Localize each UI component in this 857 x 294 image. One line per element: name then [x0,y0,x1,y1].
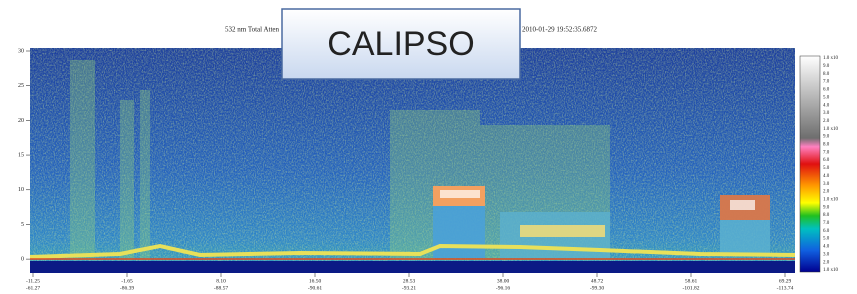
x-tick-label: -88.57 [214,285,228,291]
y-tick-label: 20 [18,118,24,124]
x-tick-label: -1.65 [121,278,133,284]
colorbar-label: 7.0 [823,221,830,226]
y-axis: 0 5 10 15 20 25 30 [18,48,30,262]
colorbar-label: 9.0 [823,135,830,140]
colorbar-label: 7.0 [823,150,830,155]
x-tick-label: 28.53 [403,278,416,284]
plot-area [30,48,795,273]
colorbar-label: 8.0 [823,213,830,218]
y-tick-label: 15 [18,152,24,158]
title-left: 532 nm Total Atten [225,26,280,34]
colorbar-label: 9.0 [823,205,830,210]
x-tick-label: -101.82 [683,285,700,291]
overlay-label: CALIPSO [327,25,474,63]
x-tick-label: 69.29 [779,278,792,284]
colorbar-label: 6.0 [823,229,830,234]
colorbar [800,56,820,272]
x-tick-label: 58.61 [685,278,698,284]
colorbar-label: 2.0 [823,119,830,124]
x-tick-label: -86.39 [120,285,134,291]
colorbar-label: 3.0 [823,252,830,257]
x-tick-label: -11.25 [26,278,40,284]
colorbar-label: 2.0 [823,260,830,265]
colorbar-label: 3.0 [823,111,830,116]
x-tick-label: -99.30 [590,285,604,291]
title-right: 2010-01-29 19:52:35.6872 [522,26,598,34]
colorbar-label: 4.0 [823,174,830,179]
colorbar-label: 2.0 [823,190,830,195]
figure: 0 5 10 15 20 25 30 -11.25-61.27 -1.65-86.39 8.10… [0,0,857,294]
below-surface [30,261,795,273]
x-tick-label: -113.74 [777,285,794,291]
colorbar-label: 5.0 [823,237,830,242]
colorbar-label: 1.0 x10 [823,268,839,273]
x-tick-label: 16.50 [309,278,322,284]
colorbar-label: 5.0 [823,95,830,100]
colorbar-label: 5.0 [823,166,830,171]
colorbar-label: 1.0 x10 [823,56,839,61]
y-tick-label: 30 [18,48,24,54]
x-tick-label: -96.16 [496,285,510,291]
x-tick-label: -90.61 [308,285,322,291]
x-tick-label: 8.10 [216,278,226,284]
x-tick-label: -61.27 [26,285,40,291]
y-tick-label: 0 [21,257,24,263]
colorbar-label: 6.0 [823,158,830,163]
colorbar-label: 4.0 [823,245,830,250]
y-tick-label: 5 [21,222,24,228]
colorbar-labels: 1.0 x10 9.0 8.0 7.0 6.0 5.0 4.0 3.0 2.0 1.0 x10 9.… [823,56,839,273]
colorbar-label: 8.0 [823,72,830,77]
y-tick-label: 10 [18,187,24,193]
colorbar-label: 3.0 [823,182,830,187]
colorbar-label: 9.0 [823,64,830,69]
x-axis: -11.25-61.27-1.65-86.398.10-88.5716.50-9… [26,273,794,291]
page: 0 5 10 15 20 25 30 -11.25-61.27 -1.65-86.39 8.10… [0,0,857,294]
colorbar-label: 4.0 [823,103,830,108]
colorbar-label: 7.0 [823,80,830,85]
x-tick-label: 48.72 [591,278,604,284]
colorbar-label: 1.0 x10 [823,197,839,202]
x-tick-label: -93.21 [402,285,416,291]
colorbar-label: 6.0 [823,88,830,93]
colorbar-label: 1.0 x10 [823,127,839,132]
x-tick-label: 38.00 [497,278,510,284]
colorbar-label: 8.0 [823,143,830,148]
y-tick-label: 25 [18,83,24,89]
